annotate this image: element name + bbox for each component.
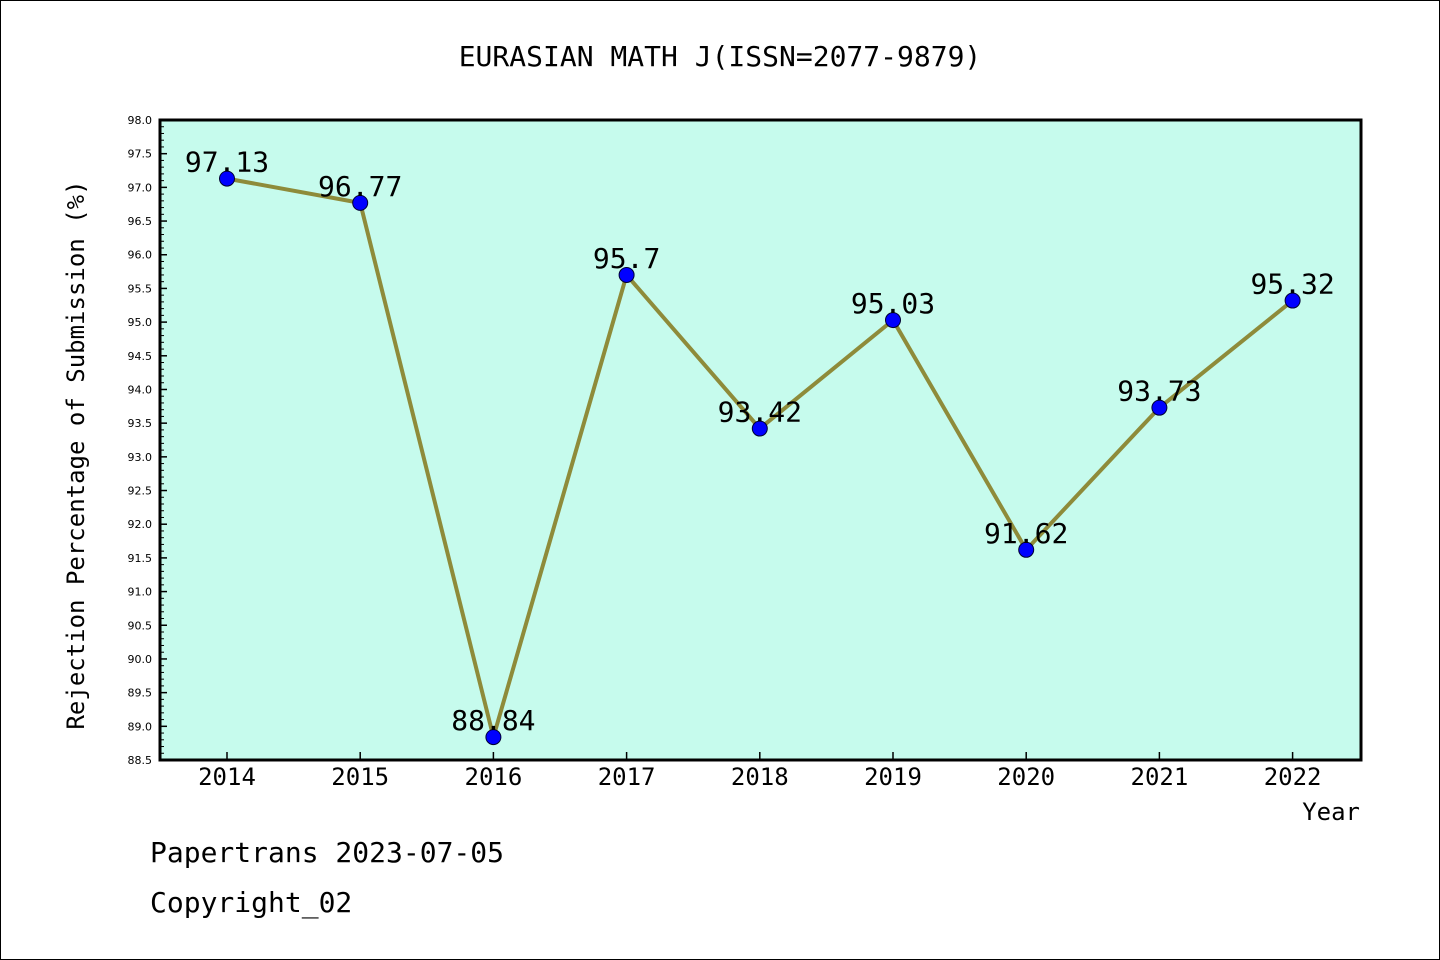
y-axis-label: Rejection Percentage of Submission (%) [62,180,90,729]
footer-date: Papertrans 2023-07-05 [150,836,505,869]
series-line [219,170,1301,746]
plot-area [158,118,1363,762]
y-tick-label: 90.0 [128,653,153,666]
y-tick-label: 97.0 [128,181,153,194]
y-tick-label: 92.0 [128,518,153,531]
x-axis: 2014 2015 2016 2017 2018 2019 2020 2021 2022 [198,752,1321,791]
x-tick-label: 2022 [1264,763,1322,791]
y-tick-label: 93.0 [128,451,153,464]
y-tick-label: 95.5 [128,282,153,295]
data-point [352,194,369,211]
x-tick-label: 2020 [997,763,1055,791]
data-point [1284,292,1301,309]
data-label: 96.77 [318,170,402,203]
x-tick-label: 2021 [1131,763,1189,791]
data-label: 88.84 [451,704,535,737]
x-tick-label: 2014 [198,763,256,791]
x-tick-label: 2015 [331,763,389,791]
y-tick-label: 92.5 [128,485,153,498]
data-label: 97.13 [185,146,269,179]
x-tick-label: 2017 [598,763,656,791]
data-point [219,170,235,187]
x-tick-label: 2019 [864,763,922,791]
y-tick-label: 89.5 [128,687,153,700]
data-point [485,729,502,746]
y-tick-label: 94.0 [128,383,153,396]
x-axis-label: Year [1302,798,1360,826]
y-tick-label: 97.5 [128,148,153,161]
y-tick-label: 98.0 [128,114,153,127]
chart-title: EURASIAN MATH J(ISSN=2077-9879) [459,40,982,73]
footer-copyright: Copyright_02 [150,886,353,919]
y-tick-label: 94.5 [128,350,153,363]
data-label: 91.62 [984,517,1068,550]
y-tick-label: 93.5 [128,417,153,430]
data-label: 93.73 [1117,375,1201,408]
data-labels: 97.13 96.77 88.84 95.7 93.42 95.03 91.62 93.73 9… [185,146,1335,737]
data-label: 95.7 [593,242,660,275]
y-tick-label: 95.0 [128,316,153,329]
y-axis: 88.5 89.0 89.5 90.0 90.5 91.0 91.5 92.0 92.5 93.0… [128,114,167,767]
y-tick-label: 91.5 [128,552,153,565]
y-tick-label: 91.0 [128,586,153,599]
y-tick-label: 90.5 [128,619,153,632]
data-label: 95.32 [1250,268,1334,301]
y-tick-label: 96.0 [128,249,153,262]
y-tick-label: 88.5 [128,754,153,767]
data-point [1151,399,1168,416]
data-label: 95.03 [851,287,935,320]
data-label: 93.42 [718,396,802,429]
data-point [751,420,768,437]
data-point [1018,541,1035,558]
y-tick-label: 89.0 [128,720,153,733]
x-tick-label: 2016 [465,763,523,791]
x-tick-label: 2018 [731,763,789,791]
data-point [885,312,901,329]
data-point [618,266,635,283]
y-tick-label: 96.5 [128,215,153,228]
